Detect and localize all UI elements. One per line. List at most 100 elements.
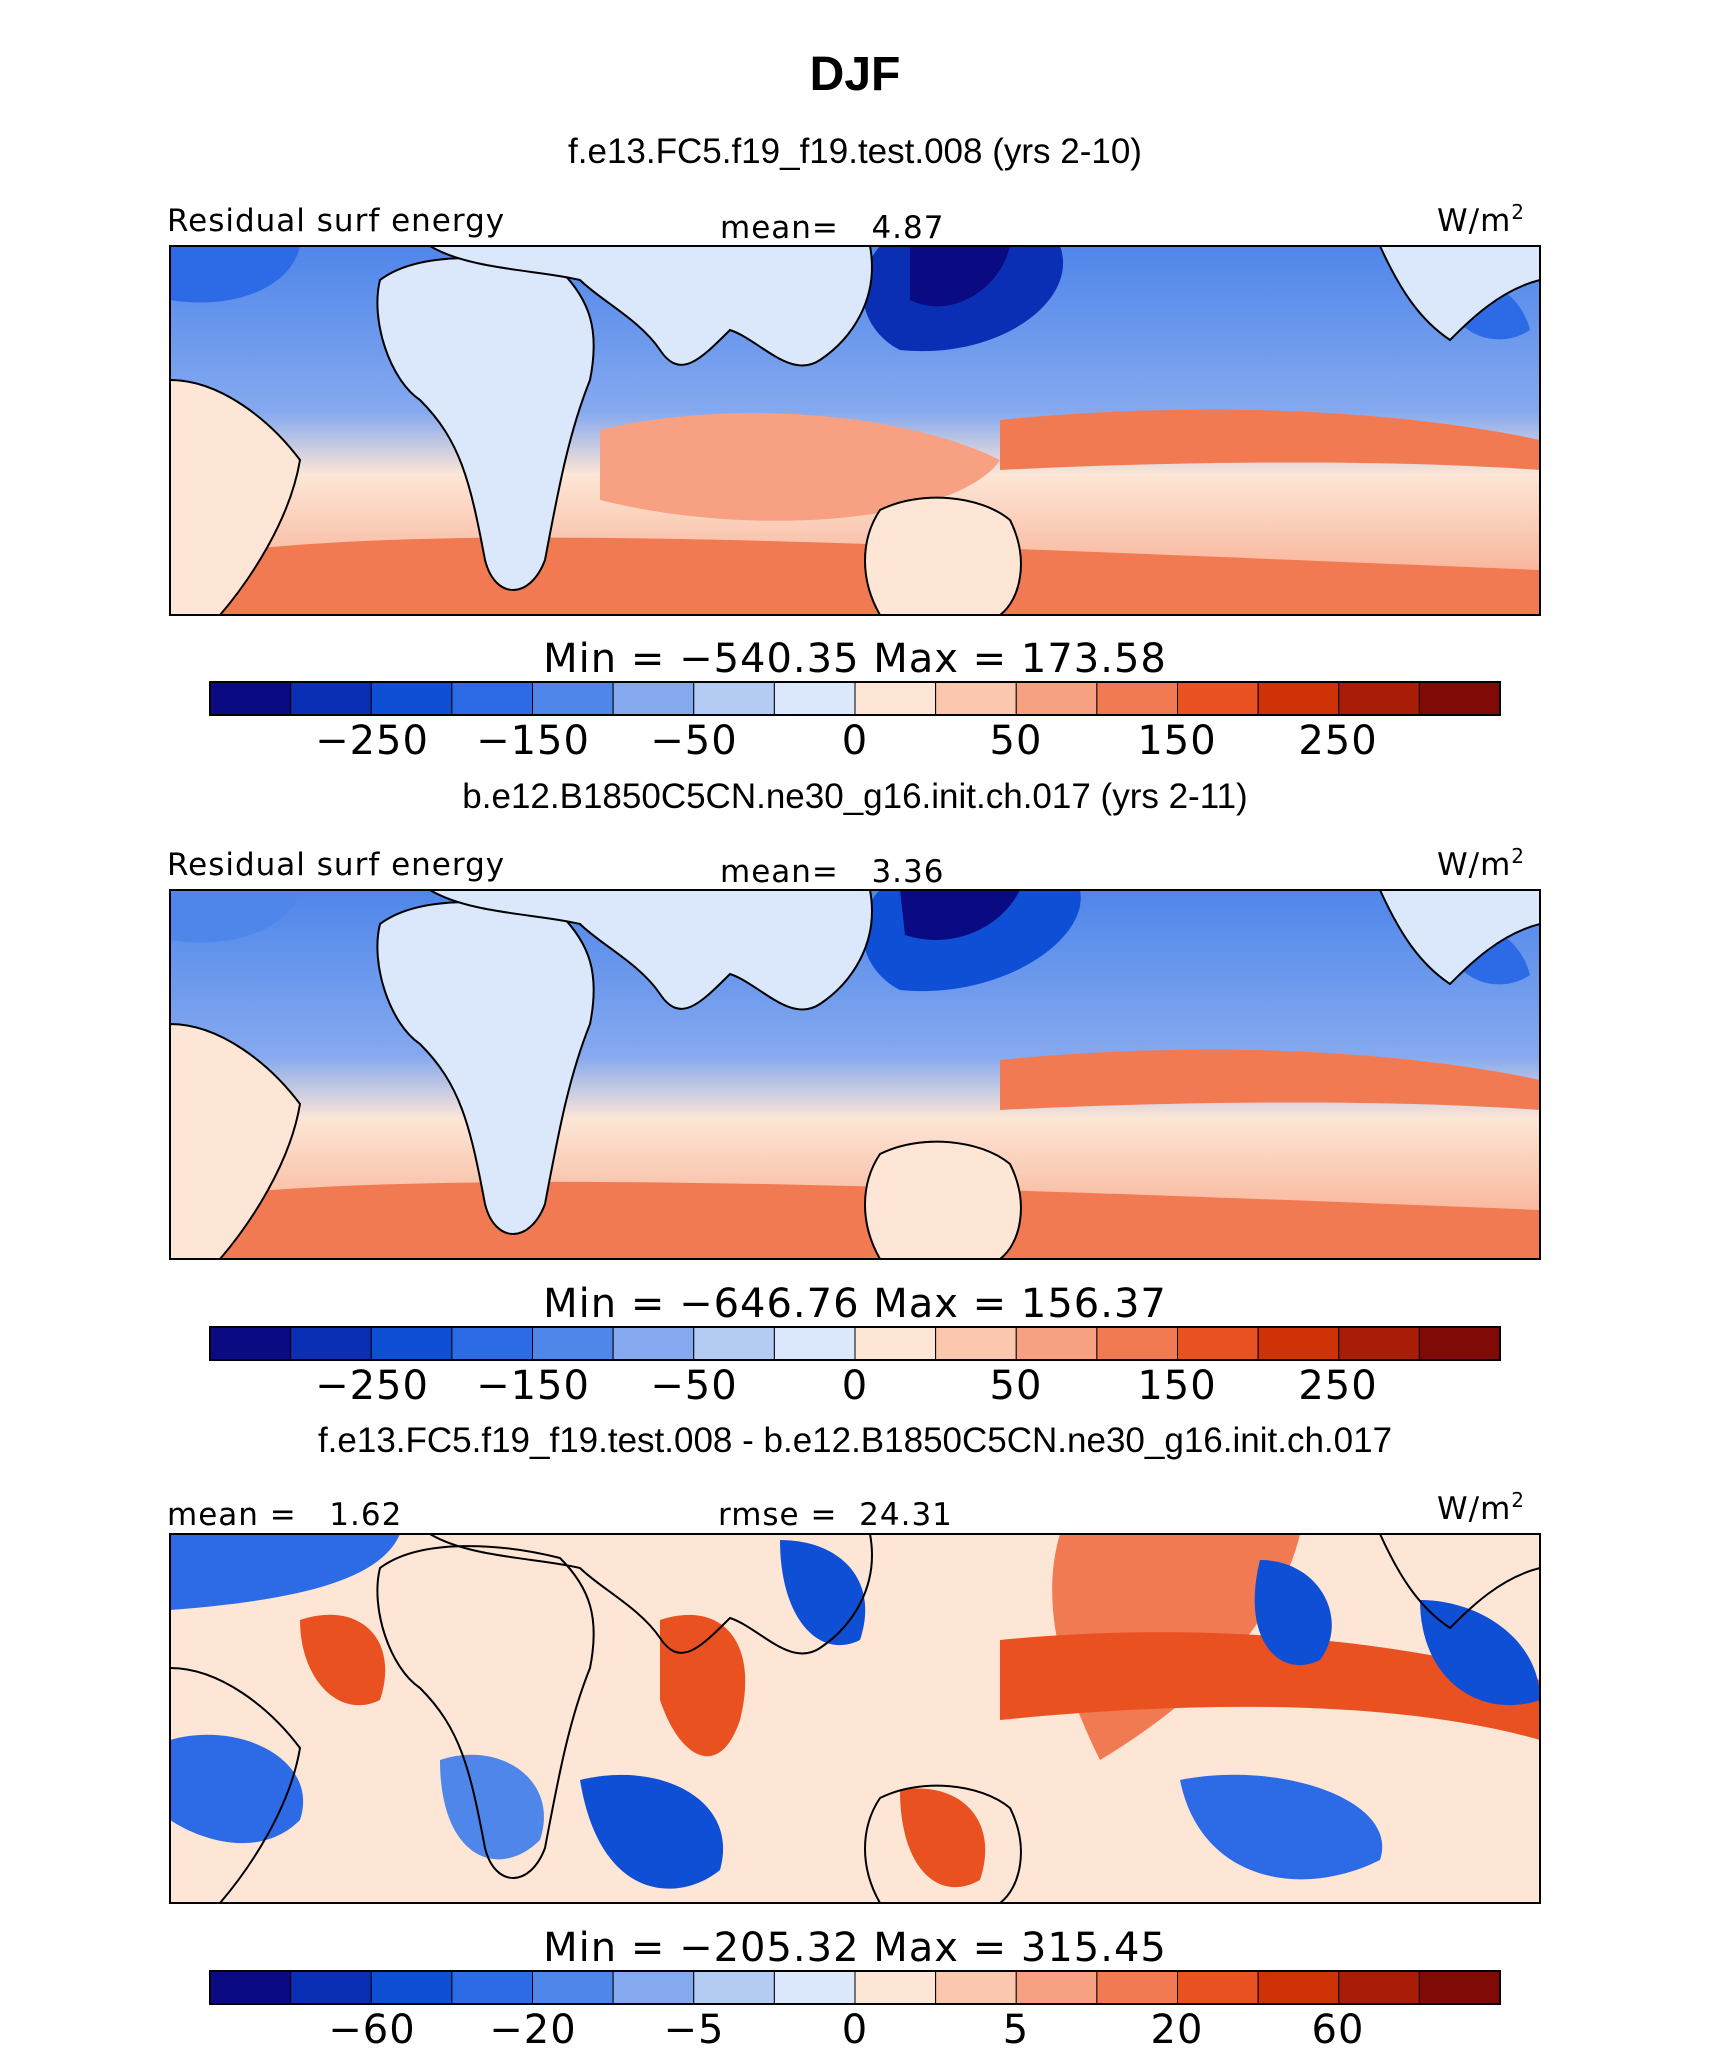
panel-3-blob — [780, 1540, 866, 1646]
panel-2-minmax-label: Min = −646.76 Max = 156.37 — [543, 1281, 1167, 1327]
colorbar-swatch — [612, 1326, 695, 1361]
panel-2-south-america — [170, 1022, 302, 1259]
panel-3-subtitle: f.e13.FC5.f19_f19.test.008 - b.e12.B1850… — [318, 1421, 1392, 1460]
panel-3-rmse-label: rmse = 24.31 — [718, 1497, 953, 1533]
colorbar-swatch — [1015, 1326, 1098, 1361]
panel-1-units-label: W/m2 — [1437, 200, 1525, 239]
panel-3-map — [170, 1534, 1540, 1903]
panel-2-map — [170, 890, 1540, 1259]
panel-1-atlantic-low — [170, 246, 300, 303]
panel-1-frame — [169, 245, 1541, 616]
panel-3-cbar-tick-label: −5 — [664, 2007, 725, 2048]
panel-3-cbar-tick-label: 20 — [1151, 2007, 1204, 2048]
colorbar-swatch — [1418, 1326, 1501, 1361]
colorbar-swatch — [1257, 681, 1340, 716]
panel-1-cbar-tick-label: 250 — [1298, 718, 1377, 764]
panel-3-cbar-tick-label: −20 — [489, 2007, 576, 2048]
panel-3-blob — [580, 1774, 724, 1889]
colorbar-swatch — [854, 681, 937, 716]
colorbar-swatch — [532, 1970, 614, 2005]
panel-3: f.e13.FC5.f19_f19.test.008 - b.e12.B1850… — [167, 1421, 1541, 2048]
panel-1-cbar-tick-label: 150 — [1137, 718, 1216, 764]
colorbar-swatch — [854, 1970, 937, 2005]
panel-1-map — [170, 246, 1540, 615]
panel-2: b.e12.B1850C5CN.ne30_g16.init.ch.017 (yr… — [167, 777, 1541, 1409]
panel-2-colorbar-labels: −250 −150 −50 0 50 150 250 — [315, 1363, 1377, 1409]
panel-3-blob — [440, 1754, 544, 1860]
colorbar-swatch — [1418, 1970, 1501, 2005]
panel-1-pacific-warm-band — [1000, 409, 1540, 470]
colorbar-swatch — [935, 1970, 1017, 2005]
panel-2-australia — [864, 1140, 1022, 1259]
panel-2-units-label: W/m2 — [1437, 844, 1525, 883]
colorbar-swatch — [209, 681, 292, 716]
panel-2-variable-label: Residual surf energy — [167, 847, 505, 883]
colorbar-frame — [209, 1970, 1501, 2005]
colorbar-swatch — [370, 681, 453, 716]
panel-3-blob — [170, 1534, 400, 1610]
colorbar-swatch — [773, 1970, 856, 2005]
colorbar-swatch — [1177, 1326, 1259, 1361]
panel-2-north-pacific-core — [900, 890, 1020, 940]
colorbar-swatch — [370, 1970, 453, 2005]
panel-3-south-america — [170, 1667, 302, 1903]
colorbar-swatch — [773, 681, 856, 716]
panel-3-units-label: W/m2 — [1437, 1488, 1525, 1527]
colorbar-swatch — [693, 681, 775, 716]
panel-2-cbar-tick-label: 50 — [990, 1363, 1043, 1409]
panel-1-north-pacific-core — [910, 246, 1010, 307]
panel-1-colorbar — [209, 681, 1501, 716]
colorbar-swatch — [693, 1970, 775, 2005]
panel-3-colorbar-labels: −60 −20 −5 0 5 20 60 — [328, 2007, 1365, 2048]
panel-3-cbar-tick-label: 5 — [1003, 2007, 1029, 2048]
panel-2-cbar-tick-label: −250 — [315, 1363, 429, 1409]
panel-1-variable-label: Residual surf energy — [167, 203, 505, 239]
panel-2-subtitle: b.e12.B1850C5CN.ne30_g16.init.ch.017 (yr… — [462, 777, 1247, 816]
panel-1-cbar-tick-label: −50 — [650, 718, 737, 764]
colorbar-swatch — [773, 1326, 856, 1361]
panel-1-minmax-label: Min = −540.35 Max = 173.58 — [543, 636, 1167, 682]
panel-3-mean-label: mean = 1.62 — [167, 1497, 402, 1533]
panel-3-eurasia — [429, 1534, 873, 1655]
panel-2-colorbar — [209, 1326, 1501, 1361]
panel-2-pacific-warm-band — [1000, 1049, 1540, 1110]
panel-1-cbar-tick-label: 0 — [842, 718, 868, 764]
colorbar-swatch — [209, 1326, 292, 1361]
colorbar-swatch — [290, 1970, 372, 2005]
panel-2-cbar-tick-label: 150 — [1137, 1363, 1216, 1409]
colorbar-swatch — [1257, 1326, 1340, 1361]
colorbar-swatch — [1257, 1970, 1340, 2005]
panel-2-cbar-tick-label: −50 — [650, 1363, 737, 1409]
panel-3-cbar-tick-label: −60 — [328, 2007, 415, 2048]
colorbar-swatch — [612, 681, 695, 716]
colorbar-swatch — [854, 1326, 937, 1361]
colorbar-swatch — [290, 681, 372, 716]
panel-3-blob — [1180, 1774, 1383, 1880]
panel-3-cbar-tick-label: 0 — [842, 2007, 868, 2048]
panel-1-indian-ocean-warm — [600, 413, 1000, 521]
panel-2-cbar-tick-label: 0 — [842, 1363, 868, 1409]
colorbar-swatch — [532, 681, 614, 716]
panel-3-cbar-tick-label: 60 — [1312, 2007, 1365, 2048]
panel-3-australia — [864, 1784, 1022, 1903]
panel-3-blob — [900, 1788, 986, 1888]
panel-2-cbar-tick-label: −150 — [476, 1363, 590, 1409]
panel-3-frame — [169, 1533, 1541, 1904]
colorbar-swatch — [1418, 681, 1501, 716]
panel-3-blob — [1000, 1632, 1540, 1740]
panel-2-atlantic-low — [170, 890, 300, 943]
panel-3-africa — [376, 1545, 595, 1879]
panel-2-cbar-tick-label: 250 — [1298, 1363, 1377, 1409]
panel-3-colorbar — [209, 1970, 1501, 2005]
colorbar-swatch — [1096, 1970, 1178, 2005]
panel-1-colorbar-labels: −250 −150 −50 0 50 150 250 — [315, 718, 1377, 764]
colorbar-swatch — [451, 1326, 533, 1361]
colorbar-swatch — [451, 1970, 533, 2005]
colorbar-swatch — [1338, 681, 1420, 716]
panel-2-north-america — [1378, 890, 1540, 986]
panel-3-minmax-label: Min = −205.32 Max = 315.45 — [543, 1925, 1167, 1971]
colorbar-swatch — [1015, 1970, 1098, 2005]
panel-1-subtitle: f.e13.FC5.f19_f19.test.008 (yrs 2-10) — [568, 132, 1142, 171]
panel-2-mean-label: mean= 3.36 — [720, 854, 944, 890]
